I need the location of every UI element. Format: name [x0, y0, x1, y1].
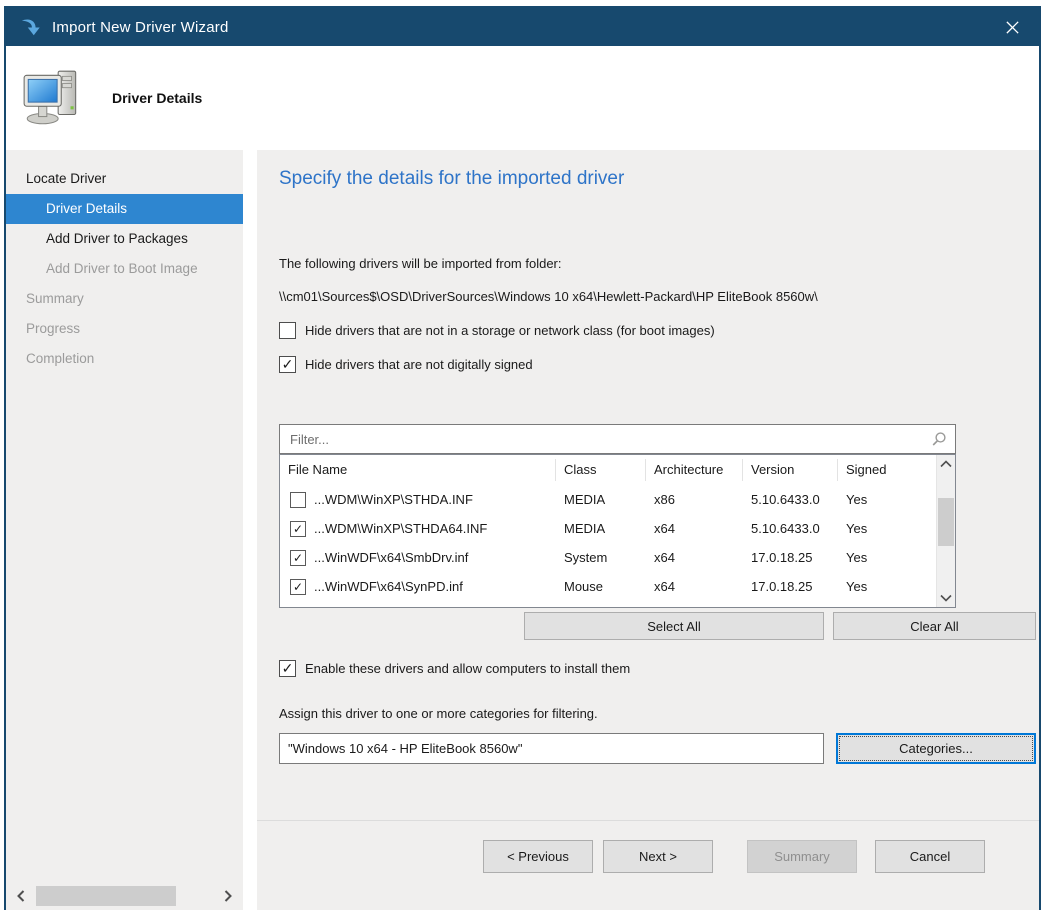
row-version: 17.0.18.25 — [751, 579, 813, 594]
col-signed[interactable]: Signed — [846, 462, 887, 477]
categories-button[interactable]: Categories... — [836, 733, 1036, 764]
row-version: 17.0.18.25 — [751, 550, 813, 565]
table-row[interactable]: ...WinWDF\x64\SynPD.inf Mouse x64 17.0.1… — [280, 572, 936, 601]
sidebar-horizontal-scrollbar[interactable] — [6, 884, 243, 908]
row-class: System — [564, 550, 608, 565]
sidebar-item-completion: Completion — [26, 351, 95, 366]
row-checkbox[interactable] — [290, 549, 306, 566]
scroll-down-arrow-icon[interactable] — [937, 589, 955, 607]
row-signed: Yes — [846, 492, 868, 507]
content-heading: Specify the details for the imported dri… — [279, 168, 625, 189]
row-file-name: ...WDM\WinXP\STHDA64.INF — [314, 521, 488, 536]
page-title: Driver Details — [112, 90, 203, 106]
import-folder-label: The following drivers will be imported f… — [279, 256, 562, 271]
list-vertical-scrollbar[interactable] — [936, 455, 955, 607]
summary-button: Summary — [747, 840, 857, 873]
row-file-name: ...WDM\WinXP\STHDA.INF — [314, 492, 473, 507]
row-signed: Yes — [846, 521, 868, 536]
scroll-up-arrow-icon[interactable] — [937, 455, 955, 473]
row-architecture: x64 — [654, 579, 675, 594]
sidebar-item-driver-details[interactable]: Driver Details — [6, 194, 243, 224]
table-row[interactable]: ...WDM\WinXP\STHDA64.INF MEDIA x64 5.10.… — [280, 514, 936, 543]
scrollbar-thumb[interactable] — [938, 497, 954, 547]
filter-input[interactable] — [288, 430, 931, 448]
window-title: Import New Driver Wizard — [52, 18, 229, 36]
row-signed: Yes — [846, 550, 868, 565]
driver-table-header: File Name Class Architecture Version Sig… — [280, 455, 936, 485]
driver-list: File Name Class Architecture Version Sig… — [279, 454, 956, 608]
filter-box — [279, 424, 956, 454]
import-folder-path: \\cm01\Sources$\OSD\DriverSources\Window… — [279, 289, 818, 304]
hide-storage-network-label: Hide drivers that are not in a storage o… — [305, 323, 715, 338]
scrollbar-track[interactable] — [36, 884, 205, 908]
hide-storage-network-checkbox[interactable] — [279, 322, 296, 339]
row-file-name: ...WinWDF\x64\SmbDrv.inf — [314, 550, 469, 565]
cancel-button[interactable]: Cancel — [875, 840, 985, 873]
col-architecture[interactable]: Architecture — [646, 459, 743, 481]
clear-all-button[interactable]: Clear All — [833, 612, 1036, 640]
sidebar-item-summary: Summary — [26, 291, 84, 306]
row-architecture: x86 — [654, 492, 675, 507]
table-row[interactable]: ...WinWDF\x64\SmbDrv.inf System x64 17.0… — [280, 543, 936, 572]
row-architecture: x64 — [654, 521, 675, 536]
sidebar-item-progress: Progress — [26, 321, 81, 336]
titlebar: Import New Driver Wizard — [6, 8, 1039, 46]
col-class[interactable]: Class — [556, 459, 646, 481]
row-class: MEDIA — [564, 492, 606, 507]
wizard-content: Specify the details for the imported dri… — [257, 150, 1039, 910]
wizard-window: Import New Driver Wizard — [4, 6, 1041, 910]
row-checkbox[interactable] — [290, 520, 306, 537]
selection-buttons: Select All Clear All — [279, 612, 1036, 640]
import-arrow-icon — [20, 16, 42, 38]
enable-drivers-checkbox[interactable] — [279, 660, 296, 677]
enable-drivers-label: Enable these drivers and allow computers… — [305, 661, 631, 676]
col-version[interactable]: Version — [743, 459, 838, 481]
footer-separator — [257, 820, 1039, 821]
next-button[interactable]: Next > — [603, 840, 713, 873]
hide-storage-network-row: Hide drivers that are not in a storage o… — [279, 322, 715, 339]
wizard-body: Locate Driver Driver Details Add Driver … — [6, 150, 1039, 910]
row-class: MEDIA — [564, 521, 606, 536]
sidebar-item-add-to-boot-image: Add Driver to Boot Image — [46, 261, 198, 276]
computer-icon — [20, 65, 86, 131]
hide-unsigned-label: Hide drivers that are not digitally sign… — [305, 357, 533, 372]
row-version: 5.10.6433.0 — [751, 521, 820, 536]
wizard-footer: < Previous Next > Summary Cancel — [257, 840, 1039, 880]
search-icon — [931, 431, 947, 447]
sidebar-item-add-to-packages[interactable]: Add Driver to Packages — [46, 231, 188, 246]
scrollbar-thumb[interactable] — [36, 886, 177, 906]
scroll-left-arrow-icon[interactable] — [6, 884, 36, 908]
hide-unsigned-row: Hide drivers that are not digitally sign… — [279, 356, 533, 373]
row-signed: Yes — [846, 579, 868, 594]
row-checkbox[interactable] — [290, 491, 306, 508]
close-button[interactable] — [995, 12, 1029, 42]
wizard-header: Driver Details — [6, 46, 1039, 150]
table-row[interactable]: ...WDM\WinXP\STHDA.INF MEDIA x86 5.10.64… — [280, 485, 936, 514]
wizard-nav: Locate Driver Driver Details Add Driver … — [6, 150, 243, 910]
row-file-name: ...WinWDF\x64\SynPD.inf — [314, 579, 463, 594]
hide-unsigned-checkbox[interactable] — [279, 356, 296, 373]
row-version: 5.10.6433.0 — [751, 492, 820, 507]
scroll-right-arrow-icon[interactable] — [213, 884, 243, 908]
row-checkbox[interactable] — [290, 578, 306, 595]
select-all-button[interactable]: Select All — [524, 612, 824, 640]
assign-categories-label: Assign this driver to one or more catego… — [279, 706, 598, 721]
sidebar-item-locate-driver[interactable]: Locate Driver — [26, 171, 107, 186]
enable-drivers-row: Enable these drivers and allow computers… — [279, 660, 630, 677]
row-architecture: x64 — [654, 550, 675, 565]
previous-button[interactable]: < Previous — [483, 840, 593, 873]
driver-table: File Name Class Architecture Version Sig… — [280, 455, 936, 607]
row-class: Mouse — [564, 579, 604, 594]
col-file-name[interactable]: File Name — [280, 459, 556, 481]
categories-field[interactable] — [279, 733, 824, 764]
